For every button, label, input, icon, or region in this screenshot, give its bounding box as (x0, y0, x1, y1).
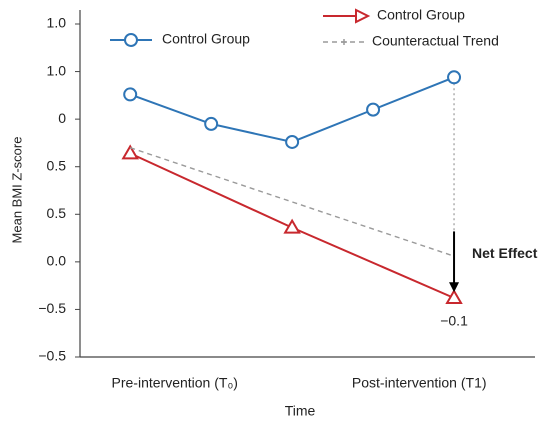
point (121, 144, 139, 160)
y-tick-label: −0.5 (38, 300, 66, 316)
point (123, 87, 138, 102)
x-tick-label: Pre-intervention (T₀) (112, 375, 238, 391)
point (204, 116, 219, 131)
y-axis-label: Mean BMI Z-score (9, 137, 24, 244)
legend-label: Control Group (162, 31, 250, 47)
x-tick-label: Post-intervention (T1) (352, 375, 487, 391)
y-tick-label: 0.5 (47, 205, 67, 221)
legend-marker (124, 33, 138, 47)
x-axis-label: Time (285, 403, 316, 419)
series-line (129, 76, 455, 144)
annotation: Net Effect (472, 245, 538, 261)
y-tick-label: 0.0 (47, 253, 67, 269)
legend-marker (341, 39, 347, 45)
y-tick-label: 0 (58, 110, 66, 126)
y-tick-label: 1.0 (47, 15, 67, 31)
point (445, 289, 463, 305)
legend-label: Counteractual Trend (372, 33, 499, 49)
y-tick-label: 1.0 (47, 62, 67, 78)
legend-label: Control Group (377, 7, 465, 23)
legend-marker (355, 8, 371, 24)
y-tick-label: 0.5 (47, 157, 67, 173)
point (447, 70, 462, 85)
series-line (129, 147, 455, 257)
point (285, 134, 300, 149)
point (366, 102, 381, 117)
point (283, 218, 301, 234)
arrow-head (449, 282, 460, 293)
annotation: −0.1 (440, 313, 468, 329)
y-tick-label: −0.5 (38, 348, 66, 364)
